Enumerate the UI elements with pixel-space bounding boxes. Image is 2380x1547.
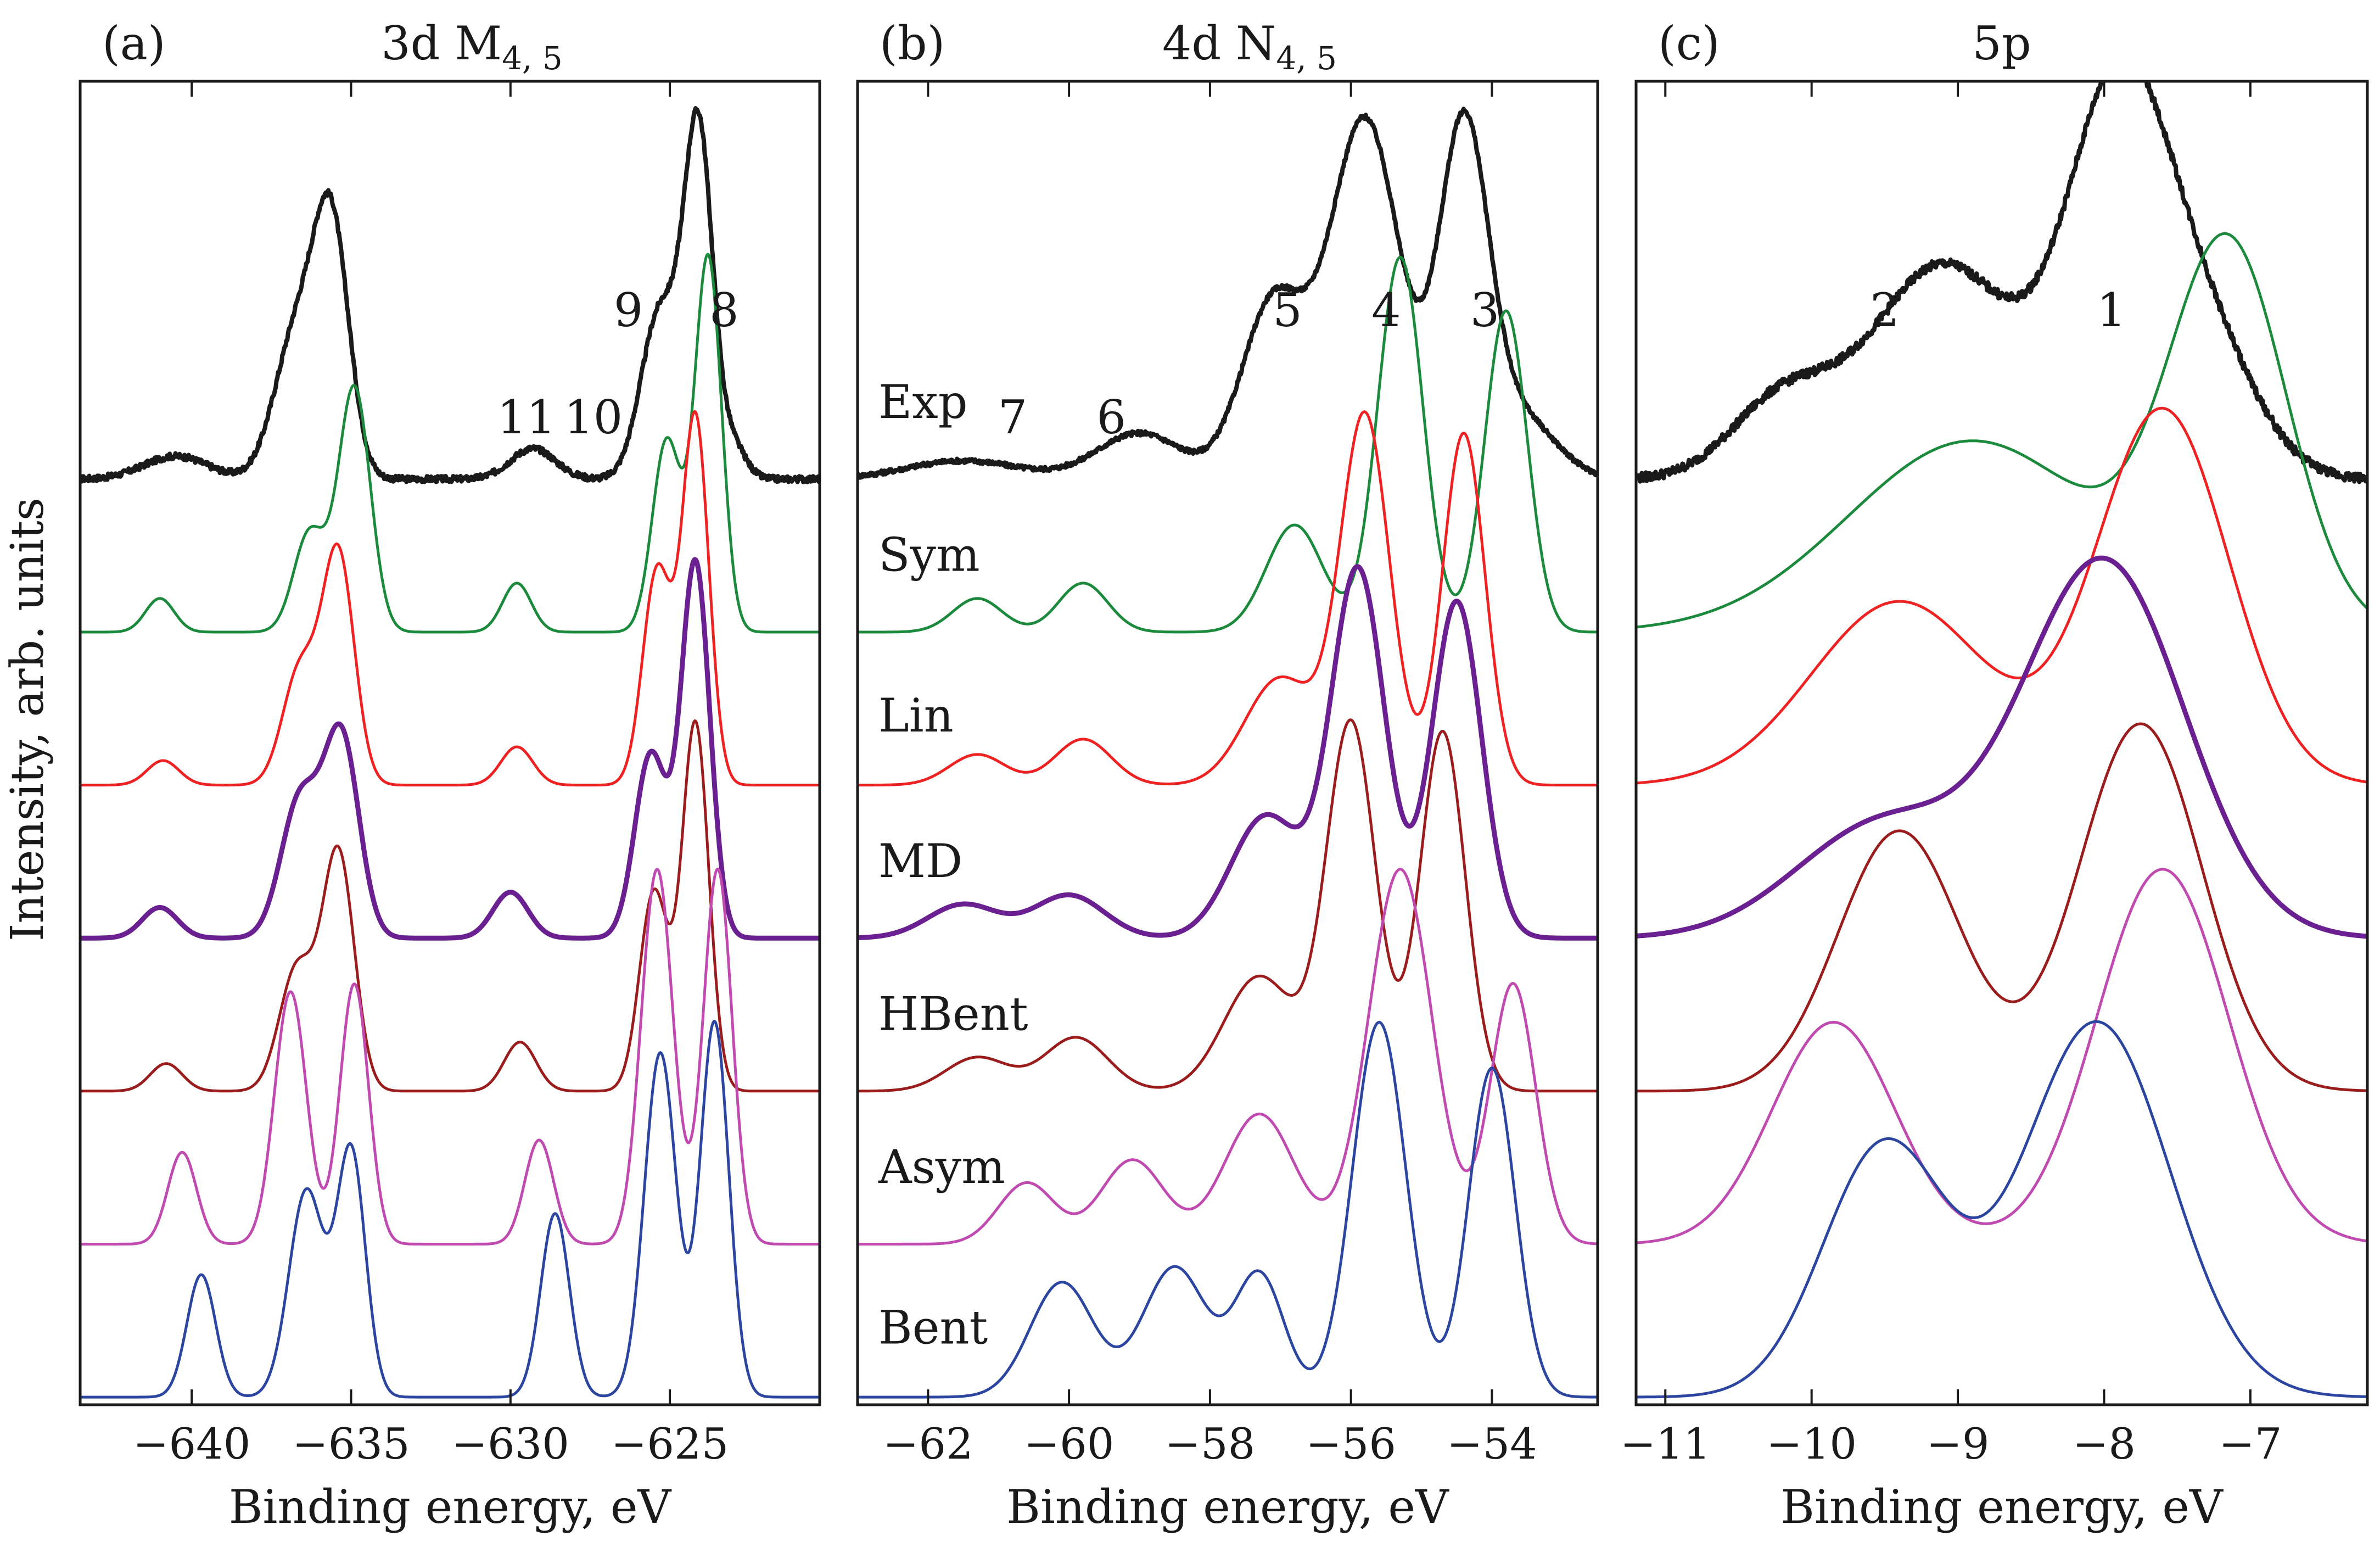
panel-c-5p: −11 −10 −9 −8 −7 Binding energy, eV (c) 5p 2 1 [1620, 16, 2369, 1534]
series-asym-line [80, 867, 820, 1246]
peak-label: 7 [998, 390, 1027, 444]
series-md-line [1636, 555, 2367, 939]
peak-label: 10 [564, 390, 623, 444]
x-tick-label: −11 [1620, 1420, 1711, 1469]
series-sym-line [858, 255, 1598, 634]
peak-label: 4 [1371, 283, 1401, 337]
series-hbent-line [80, 719, 820, 1093]
peak-label: 9 [614, 283, 643, 337]
series-hbent-line [1636, 722, 2367, 1093]
peak-label: 6 [1096, 390, 1125, 444]
panel-letter: (c) [1658, 16, 1720, 70]
curve-group [1636, 80, 2367, 1399]
x-tick-label: −630 [452, 1420, 569, 1469]
panel-title: 5p [1972, 16, 2031, 70]
x-tick-label: −58 [1165, 1420, 1256, 1469]
legend-label-asym: Asym [878, 1140, 1005, 1194]
peak-label: 5 [1273, 283, 1302, 337]
x-tick-label: −54 [1447, 1420, 1537, 1469]
peak-label: 1 [2097, 283, 2126, 337]
curve-group [858, 107, 1598, 1399]
legend-label-sym: Sym [878, 528, 980, 582]
series-bent-line [80, 1020, 820, 1399]
legend-label-hbent: HBent [878, 987, 1028, 1041]
x-tick-label: −62 [883, 1420, 973, 1469]
series-bent-line [858, 1021, 1598, 1399]
peak-label: 8 [709, 283, 738, 337]
x-tick-label: −635 [292, 1420, 410, 1469]
x-axis-label: Binding energy, eV [1780, 1480, 2224, 1534]
legend-label-md: MD [878, 834, 962, 888]
series-exp-line [858, 107, 1598, 480]
panel-letter: (b) [880, 16, 945, 70]
series-sym-line [1636, 232, 2367, 629]
peak-label: 11 [497, 390, 556, 444]
x-tick-label: −9 [1927, 1420, 1990, 1469]
series-bent-line [1636, 1020, 2367, 1399]
x-tick-label: −7 [2219, 1420, 2282, 1469]
x-tick-label: −10 [1766, 1420, 1857, 1469]
panel-b-4d-n45: −62 −60 −58 −56 −54 Binding energy, eV (b) 4d N… [856, 16, 1599, 1534]
x-tick-label: −56 [1306, 1420, 1396, 1469]
series-md-line [858, 564, 1598, 941]
plot-frame [856, 80, 1599, 1406]
panel-letter: (a) [102, 16, 166, 70]
x-tick-label: −60 [1024, 1420, 1115, 1469]
plot-frame [1634, 80, 2369, 1406]
series-lin-line [80, 410, 820, 787]
series-hbent-line [858, 718, 1598, 1093]
legend-label-lin: Lin [878, 689, 954, 742]
panel-title: 3d M4, 5 [381, 16, 563, 77]
peak-label: 3 [1470, 283, 1499, 337]
x-tick-label: −8 [2073, 1420, 2136, 1469]
series-lin-line [1636, 406, 2367, 785]
legend-label-exp: Exp [878, 375, 967, 429]
curve-group [80, 106, 820, 1399]
panel-a-3d-m45: −640 −635 −630 −625 Binding energy, eV (a) 3d … [79, 16, 821, 1534]
series-lin-line [858, 410, 1598, 787]
legend-label-bent: Bent [878, 1301, 988, 1355]
x-axis-label: Binding energy, eV [229, 1480, 672, 1534]
series-exp-line [80, 106, 820, 484]
series-asym-line [1636, 868, 2367, 1244]
y-axis-label: Intensity, arb. units [2, 498, 54, 941]
plot-frame [79, 80, 821, 1406]
x-tick-label: −640 [133, 1420, 250, 1469]
series-exp-line [1636, 80, 2367, 484]
series-sym-line [80, 253, 820, 634]
peak-label: 2 [1870, 283, 1899, 337]
x-axis-label: Binding energy, eV [1006, 1480, 1449, 1534]
x-tick-label: −625 [611, 1420, 729, 1469]
panel-title: 4d N4, 5 [1162, 16, 1337, 77]
series-md-line [80, 557, 820, 941]
